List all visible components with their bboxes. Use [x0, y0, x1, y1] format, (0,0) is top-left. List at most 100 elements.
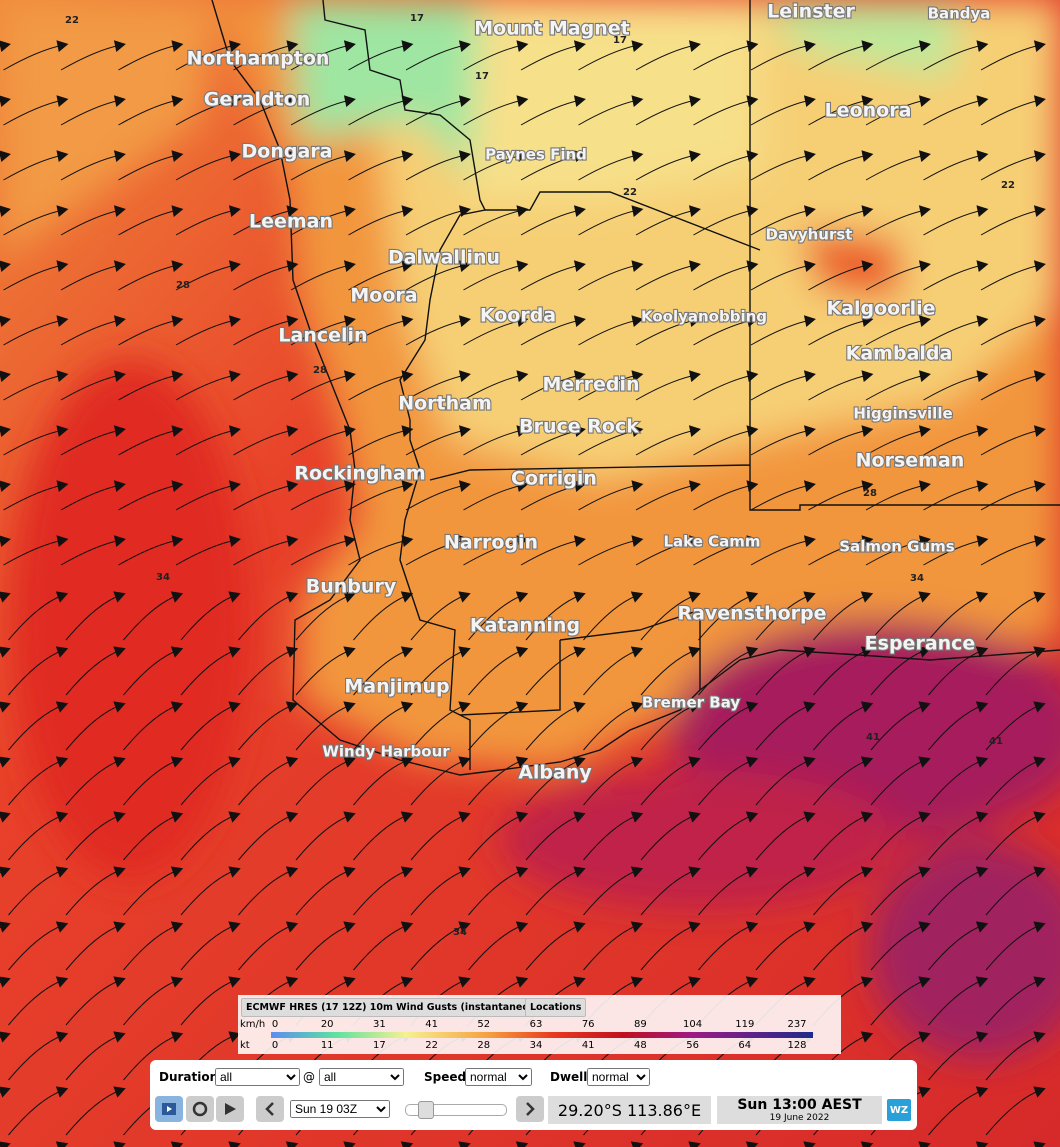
wind-arrow: [170, 701, 184, 713]
wind-arrow: [573, 976, 586, 988]
contour-label: 34: [453, 927, 467, 938]
wind-arrow: [113, 866, 126, 878]
wind-arrow: [918, 260, 931, 273]
wind-arrow: [1033, 1086, 1046, 1098]
wind-arrow: [0, 591, 11, 603]
wind-arrow: [458, 95, 471, 108]
wind-arrow: [401, 315, 414, 328]
wind-arrow: [400, 866, 414, 878]
place-label: Albany: [518, 762, 592, 784]
wind-arrow: [515, 811, 529, 823]
wind-arrow: [860, 591, 874, 603]
speed-select[interactable]: normal: [465, 1068, 532, 1086]
wind-arrow: [1033, 535, 1046, 548]
wind-arrow: [1033, 95, 1046, 108]
wind-arrow: [113, 205, 126, 218]
dwell-select[interactable]: normal: [587, 1068, 650, 1086]
wind-arrow: [56, 480, 69, 493]
wind-arrow: [573, 40, 586, 53]
wind-arrow: [170, 756, 184, 768]
wind-arrow: [113, 591, 126, 603]
wind-arrow: [631, 315, 644, 328]
wind-arrow: [170, 866, 184, 878]
wind-arrow: [1033, 150, 1046, 163]
wind-arrow: [170, 646, 184, 658]
wind-arrow: [976, 370, 989, 383]
wind-arrow: [573, 535, 586, 548]
contour-label: 22: [65, 15, 79, 26]
wind-arrow: [343, 480, 356, 493]
wind-arrow: [918, 811, 931, 823]
wind-arrow: [1033, 866, 1046, 878]
wind-arrow: [458, 646, 471, 658]
legend-value: 104: [683, 1019, 703, 1030]
wind-arrow: [803, 866, 816, 878]
wind-arrow: [573, 370, 586, 383]
wind-arrow: [0, 1086, 11, 1098]
wind-arrow: [745, 701, 759, 713]
label: Dwell: [550, 1070, 588, 1084]
legend-value: 0: [271, 1019, 279, 1030]
wind-arrow: [573, 921, 586, 933]
wind-arrow: [286, 370, 299, 383]
wind-arrow: [976, 260, 989, 273]
controls: Duration all @ all Speed normal Dwell no…: [150, 1060, 917, 1130]
wind-arrow: [746, 480, 759, 493]
contour-label: 41: [866, 732, 880, 743]
wind-arrow: [1033, 646, 1046, 658]
wind-arrow: [0, 40, 11, 53]
place-label: Manjimup: [344, 676, 449, 698]
at-select[interactable]: all: [319, 1068, 404, 1086]
place-label: Bandya: [928, 5, 991, 23]
wind-arrow: [401, 205, 414, 218]
wind-arrow: [55, 1141, 69, 1147]
wind-arrow: [0, 425, 11, 438]
wind-arrow: [516, 535, 529, 548]
wind-arrow: [516, 95, 529, 108]
slider[interactable]: [405, 1101, 507, 1119]
wind-arrow: [803, 591, 816, 603]
wind-arrow: [516, 480, 529, 493]
play[interactable]: [216, 1096, 244, 1122]
wind-arrow: [458, 1141, 471, 1147]
duration-select[interactable]: all: [215, 1068, 300, 1086]
next[interactable]: [516, 1096, 544, 1122]
wind-arrow: [113, 40, 126, 53]
wind-arrow: [170, 1031, 184, 1043]
wind-arrow: [573, 866, 586, 878]
wind-arrow: [113, 1031, 126, 1043]
wind-arrow: [516, 205, 529, 218]
wind-arrow: [55, 646, 69, 658]
place-label: Higginsville: [853, 405, 952, 423]
wind-arrow: [630, 646, 644, 658]
logo[interactable]: WZ: [887, 1099, 911, 1121]
wind-arrow: [171, 40, 184, 53]
refresh[interactable]: [186, 1096, 214, 1122]
wind-arrow: [113, 646, 126, 658]
place-label: Merredin: [542, 374, 639, 396]
wind-arrow: [688, 976, 701, 988]
wind-arrow: [0, 866, 11, 878]
wind-arrow: [286, 95, 299, 108]
coords: 29.20°S 113.86°E: [548, 1096, 711, 1124]
contour-label: 41: [989, 736, 1003, 747]
label: @: [303, 1070, 315, 1084]
wind-arrow: [745, 1141, 759, 1147]
legend-tab[interactable]: Locations: [525, 998, 587, 1017]
wind-arrow: [573, 591, 586, 603]
wind-arrow: [1033, 40, 1046, 53]
play-frames[interactable]: [155, 1096, 183, 1122]
wind-arrow: [688, 40, 701, 53]
prev[interactable]: [256, 1096, 284, 1122]
wind-field: [0, 0, 1060, 1060]
wind-arrow: [860, 646, 874, 658]
wind-arrow: [0, 1031, 11, 1043]
wind-arrow: [55, 976, 69, 988]
wind-arrow: [113, 701, 126, 713]
time-select[interactable]: Sun 19 03Z: [290, 1100, 390, 1118]
wind-arrow: [401, 95, 414, 108]
legend-value: 52: [477, 1019, 491, 1030]
legend-value: 63: [529, 1019, 543, 1030]
wind-arrow: [171, 370, 184, 383]
legend-tab[interactable]: ECMWF HRES (17 12Z) 10m Wind Gusts (inst…: [241, 998, 551, 1017]
